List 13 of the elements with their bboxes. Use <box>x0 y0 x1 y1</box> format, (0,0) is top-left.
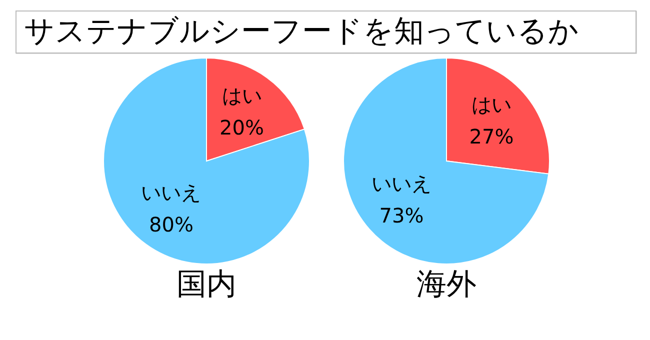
text: 国内 <box>176 267 236 302</box>
pie-slice <box>343 58 550 264</box>
pie-slice <box>103 58 310 264</box>
slice-label: いいえ <box>371 172 432 196</box>
slice-label: いいえ <box>141 180 202 205</box>
text: サステナブルシーフードを知っているか <box>24 14 579 49</box>
slice-label: はい <box>472 92 512 116</box>
data-label: 80% <box>149 212 194 237</box>
data-label: 73% <box>379 204 424 228</box>
data-label: 27% <box>469 124 514 148</box>
text: 海外 <box>416 267 476 302</box>
data-label: 20% <box>220 115 264 140</box>
slice-label: はい <box>222 83 262 108</box>
